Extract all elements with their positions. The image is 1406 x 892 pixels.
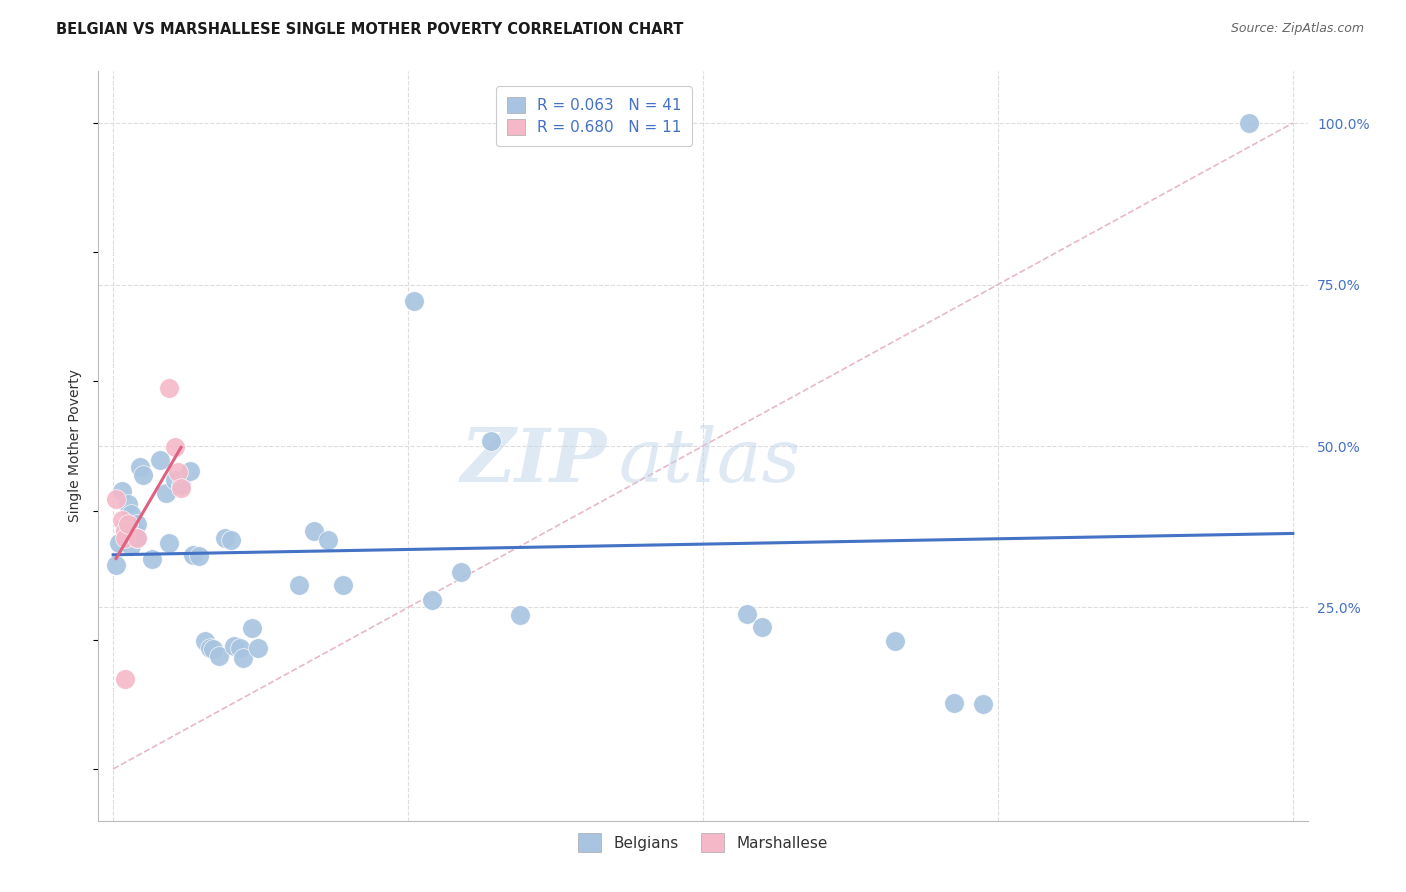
Point <box>972 698 994 712</box>
Point <box>232 651 254 665</box>
Point <box>114 672 136 686</box>
Point <box>240 621 263 635</box>
Point <box>117 497 139 511</box>
Point <box>125 531 148 545</box>
Text: Source: ZipAtlas.com: Source: ZipAtlas.com <box>1230 22 1364 36</box>
Point <box>479 434 502 448</box>
Point <box>883 634 905 648</box>
Point <box>165 440 187 454</box>
Point <box>187 549 209 563</box>
Point <box>131 468 153 483</box>
Point <box>165 473 187 487</box>
Point <box>157 381 180 395</box>
Point <box>105 491 128 506</box>
Legend: Belgians, Marshallese: Belgians, Marshallese <box>572 827 834 858</box>
Point <box>402 293 425 308</box>
Point <box>229 640 252 655</box>
Point <box>509 608 531 623</box>
Point <box>170 477 193 491</box>
Point <box>105 558 128 573</box>
Point <box>114 520 136 534</box>
Point <box>222 639 245 653</box>
Point <box>302 524 325 539</box>
Text: BELGIAN VS MARSHALLESE SINGLE MOTHER POVERTY CORRELATION CHART: BELGIAN VS MARSHALLESE SINGLE MOTHER POV… <box>56 22 683 37</box>
Point <box>214 531 236 545</box>
Point <box>208 648 231 663</box>
Point <box>318 533 340 547</box>
Point <box>751 620 773 634</box>
Point <box>167 465 190 479</box>
Point <box>149 453 172 467</box>
Point <box>219 533 242 547</box>
Point <box>288 578 311 592</box>
Point <box>450 565 472 579</box>
Point <box>735 607 758 621</box>
Text: ZIP: ZIP <box>460 425 606 497</box>
Point <box>125 531 148 545</box>
Point <box>942 696 965 710</box>
Point <box>179 464 201 478</box>
Point <box>111 513 134 527</box>
Point <box>332 578 354 592</box>
Point <box>120 507 142 521</box>
Point <box>128 459 150 474</box>
Point <box>202 641 225 656</box>
Point <box>200 640 222 655</box>
Point <box>155 485 177 500</box>
Point <box>122 523 145 537</box>
Point <box>117 516 139 531</box>
Point <box>114 524 136 539</box>
Point <box>120 539 142 553</box>
Text: atlas: atlas <box>619 425 800 497</box>
Point <box>1237 116 1260 130</box>
Point <box>170 481 193 495</box>
Point <box>111 484 134 499</box>
Point <box>141 552 163 566</box>
Point <box>420 592 443 607</box>
Point <box>114 531 136 545</box>
Point <box>157 536 180 550</box>
Y-axis label: Single Mother Poverty: Single Mother Poverty <box>69 369 83 523</box>
Point <box>125 516 148 531</box>
Point <box>108 536 131 550</box>
Point <box>246 640 269 655</box>
Point <box>181 548 204 562</box>
Point <box>194 634 217 648</box>
